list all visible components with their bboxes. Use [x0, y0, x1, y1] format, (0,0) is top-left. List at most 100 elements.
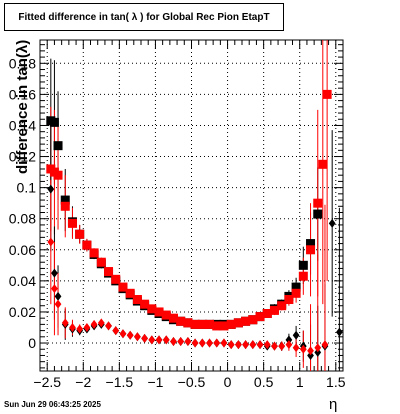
- data-point-diamond: [321, 340, 329, 350]
- data-point-diamond: [47, 184, 55, 194]
- timestamp: Sun Jun 29 06:43:25 2025: [4, 400, 101, 409]
- data-point-diamond: [314, 347, 322, 357]
- data-point-diamond: [271, 341, 278, 351]
- data-point-square: [161, 310, 171, 320]
- data-point-diamond: [170, 336, 177, 346]
- data-point-diamond: [177, 336, 185, 346]
- y-tick-label: 0.02: [9, 304, 36, 320]
- data-point-diamond: [69, 322, 76, 332]
- data-point-diamond: [148, 335, 156, 345]
- x-tick-label: −2: [75, 374, 91, 390]
- data-point-square: [183, 318, 193, 328]
- data-point-square: [125, 288, 135, 298]
- data-point-square: [269, 305, 279, 315]
- data-point-diamond: [285, 340, 293, 350]
- data-point-diamond: [119, 329, 127, 339]
- chart-title: Fitted difference in tan( λ ) for Global…: [4, 3, 284, 31]
- data-point-diamond: [307, 346, 314, 356]
- marker-layer: [46, 89, 343, 360]
- data-point-diamond: [263, 340, 271, 350]
- data-point-diamond: [54, 291, 62, 301]
- data-point-diamond: [155, 335, 163, 345]
- data-point-diamond: [314, 343, 322, 353]
- x-tick-label: 1.5: [326, 374, 346, 390]
- data-point-square: [67, 218, 77, 228]
- data-point-diamond: [112, 326, 120, 336]
- data-point-diamond: [83, 322, 91, 332]
- x-tick-label: −2.5: [33, 374, 61, 390]
- data-point-diamond: [61, 318, 69, 328]
- data-point-square: [291, 288, 301, 298]
- data-point-diamond: [242, 340, 249, 350]
- data-point-diamond: [227, 340, 235, 350]
- data-point-square: [89, 248, 99, 258]
- data-point-square: [298, 260, 308, 270]
- data-point-square: [306, 239, 316, 249]
- data-point-diamond: [184, 336, 192, 346]
- data-point-diamond: [292, 343, 300, 353]
- data-point-diamond: [328, 218, 336, 228]
- data-point-diamond: [249, 340, 257, 350]
- grid-layer: [40, 40, 343, 371]
- data-point-square: [60, 195, 70, 205]
- data-point-square: [322, 89, 332, 99]
- data-point-square: [147, 304, 157, 314]
- data-point-diamond: [90, 319, 98, 329]
- data-point-diamond: [134, 332, 141, 342]
- y-tick-label: 0.12: [9, 149, 36, 165]
- x-tick-label: −0.5: [178, 374, 206, 390]
- data-point-square: [277, 301, 287, 311]
- data-point-diamond: [336, 327, 343, 337]
- data-point-square: [118, 282, 128, 292]
- data-point-diamond: [105, 321, 112, 331]
- y-tick-label: 0.08: [9, 211, 36, 227]
- data-point-square: [226, 319, 236, 329]
- data-point-diamond: [162, 335, 170, 345]
- data-point-square: [96, 257, 106, 267]
- data-point-diamond: [256, 340, 264, 350]
- x-tick-label: 1: [296, 374, 304, 390]
- data-point-square: [291, 282, 301, 292]
- y-tick-label: 0.06: [9, 242, 36, 258]
- data-point-diamond: [299, 344, 307, 354]
- data-point-square: [219, 321, 229, 331]
- data-point-square: [104, 267, 114, 277]
- data-point-square: [284, 295, 294, 305]
- data-point-diamond: [191, 338, 199, 348]
- axis-layer: −2.5 −2 −1.5 −1 −0.5 0 0.5 1 1.5 0 0.02 0.04 0.06 0.0…: [9, 40, 346, 390]
- x-tick-label: −1: [147, 374, 163, 390]
- data-point-square: [241, 316, 251, 326]
- data-point-diamond: [278, 341, 286, 351]
- data-point-diamond: [213, 338, 221, 348]
- data-point-square: [197, 319, 207, 329]
- data-point-square: [132, 295, 142, 305]
- data-point-diamond: [235, 340, 242, 350]
- data-point-square: [248, 315, 258, 325]
- data-point-square: [190, 319, 200, 329]
- y-tick-label: 0.18: [9, 55, 36, 71]
- y-tick-label: 0.1: [17, 180, 37, 196]
- data-point-square: [111, 274, 121, 284]
- data-point-square: [49, 117, 59, 127]
- data-point-square: [60, 201, 70, 211]
- data-point-diamond: [97, 318, 105, 328]
- y-tick-label: 0: [28, 335, 36, 351]
- data-point-square: [306, 245, 316, 255]
- x-tick-label: −1.5: [106, 374, 134, 390]
- data-point-diamond: [51, 268, 58, 278]
- data-point-square: [298, 271, 308, 281]
- data-point-diamond: [220, 338, 228, 348]
- y-tick-label: 0.14: [9, 117, 36, 133]
- x-tick-label: 0: [224, 374, 232, 390]
- data-point-diamond: [47, 237, 55, 247]
- y-axis-label: difference in tan(λ): [14, 39, 31, 174]
- plot-frame: [39, 39, 344, 372]
- data-point-diamond: [126, 330, 134, 340]
- data-point-diamond: [307, 350, 314, 360]
- data-point-diamond: [141, 333, 148, 343]
- data-point-square: [255, 312, 265, 322]
- y-tick-label: 0.16: [9, 86, 36, 102]
- data-point-diamond: [51, 284, 58, 294]
